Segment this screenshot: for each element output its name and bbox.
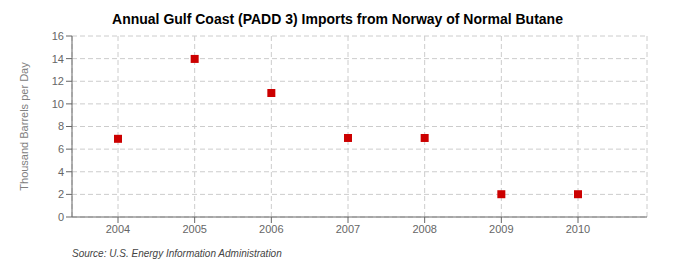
svg-text:2: 2 (58, 188, 64, 200)
html-text:Source: U.S. Energy Informatio: Source: U.S. Energy Information Administ… (72, 248, 282, 259)
svg-text:10: 10 (52, 98, 64, 110)
svg-text:2004: 2004 (106, 223, 130, 235)
svg-text:2005: 2005 (182, 223, 206, 235)
svg-text:Thousand Barrels per Day: Thousand Barrels per Day (18, 62, 30, 191)
svg-text:4: 4 (58, 166, 64, 178)
svg-text:2008: 2008 (412, 223, 436, 235)
svg-text:2007: 2007 (336, 223, 360, 235)
svg-text:2010: 2010 (566, 223, 590, 235)
svg-text:2006: 2006 (259, 223, 283, 235)
svg-text:2009: 2009 (489, 223, 513, 235)
svg-text:6: 6 (58, 143, 64, 155)
svg-text:16: 16 (52, 30, 64, 42)
svg-text:12: 12 (52, 75, 64, 87)
html-text:Annual Gulf Coast (PADD 3) Imp: Annual Gulf Coast (PADD 3) Imports from … (112, 11, 563, 27)
svg-text:8: 8 (58, 120, 64, 132)
svg-text:14: 14 (52, 53, 64, 65)
svg-text:0: 0 (58, 211, 64, 223)
